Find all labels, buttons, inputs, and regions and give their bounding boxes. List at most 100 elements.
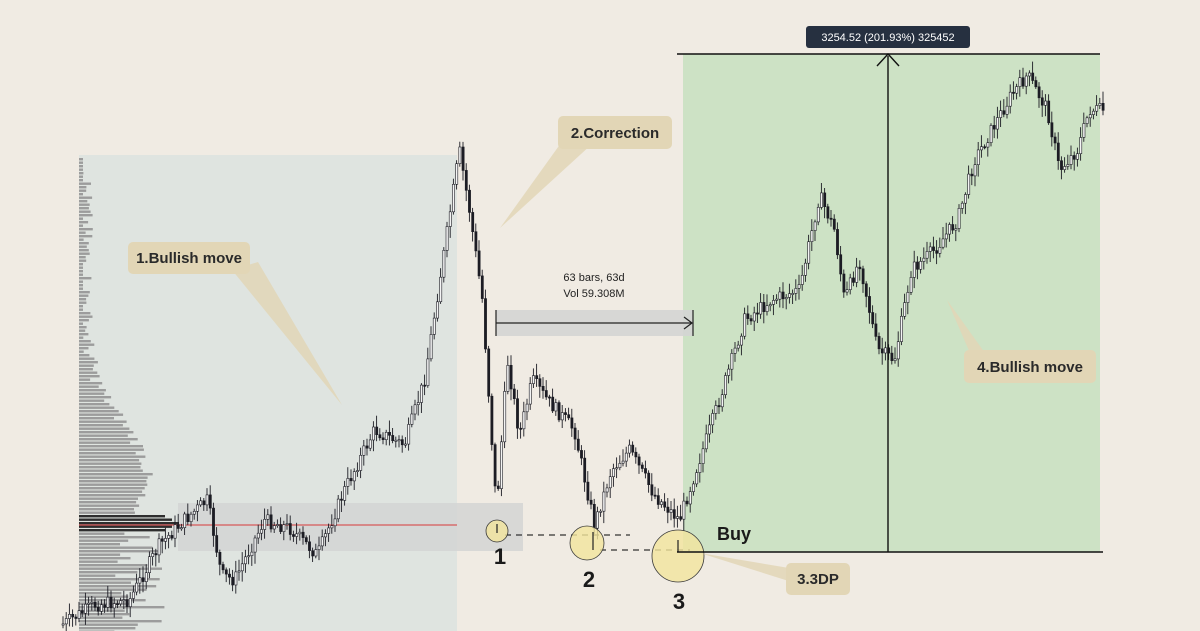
candle-body [1069, 155, 1073, 165]
candle-body [397, 439, 401, 442]
candle-body [800, 274, 804, 285]
candle-body [602, 491, 606, 512]
volume-profile-bar [79, 200, 88, 203]
candle-body [218, 551, 222, 565]
volume-profile-bar [79, 487, 145, 490]
candle-body [586, 481, 590, 501]
candle-body [420, 384, 423, 403]
candle-body [93, 601, 97, 608]
candle-body [548, 396, 551, 399]
candle-body [605, 487, 609, 493]
candle-body [282, 524, 286, 533]
measure-tooltip-text: 3254.52 (201.93%) 325452 [821, 32, 954, 44]
buy-label: Buy [717, 524, 751, 544]
candle-body [80, 610, 84, 614]
candle-body [967, 173, 971, 195]
volume-profile-bar [79, 595, 129, 598]
volume-profile-bar [79, 361, 98, 364]
candle-body [909, 277, 913, 293]
candle-body [567, 414, 571, 419]
volume-profile-bar [79, 214, 93, 217]
volume-profile-bar [79, 326, 87, 329]
candle-body [1088, 114, 1092, 119]
candle-body [695, 472, 699, 485]
volume-profile-bar [79, 210, 91, 213]
volume-profile-bar [79, 602, 132, 605]
candle-body [740, 335, 743, 346]
candle-body [762, 302, 766, 312]
point-3-label: 3 [673, 589, 685, 614]
candle-body [823, 192, 827, 207]
candle-body [304, 537, 308, 543]
volume-profile-bar [79, 511, 135, 514]
bullish-move-4-pointer [947, 300, 985, 353]
volume-profile-bar [79, 392, 105, 395]
volume-profile-bar [79, 525, 172, 528]
volume-profile-bar [79, 266, 83, 269]
volume-profile-bar [79, 567, 162, 570]
candle-body [826, 206, 830, 219]
candle-body [778, 291, 782, 300]
candle-body [1015, 86, 1019, 94]
candle-body [324, 533, 327, 538]
candle-body [199, 500, 203, 506]
volume-profile-bar [79, 308, 83, 311]
candle-body [448, 211, 452, 227]
candle-body [733, 347, 737, 354]
volume-profile-bar [79, 403, 110, 406]
candle-body [327, 527, 331, 534]
candle-body [231, 576, 235, 586]
candle-body [237, 570, 241, 573]
volume-profile-bar [79, 424, 123, 427]
candle-body [1005, 105, 1009, 115]
candle-body [573, 427, 577, 440]
candle-body [279, 524, 283, 532]
volume-profile-bar [79, 588, 147, 591]
volume-profile-bar [79, 518, 172, 521]
volume-profile-bar [79, 571, 138, 574]
volume-profile-bar [79, 473, 153, 476]
candle-body [487, 348, 491, 397]
candle-body [298, 531, 302, 535]
candle-body [260, 529, 263, 534]
candle-body [106, 596, 110, 608]
volume-profile-bar [79, 186, 87, 189]
volume-profile-bar [79, 343, 95, 346]
volume-profile-bar [79, 189, 87, 192]
candle-body [551, 396, 555, 412]
candle-body [951, 224, 955, 231]
candle-body [1021, 77, 1025, 87]
candle-body [893, 358, 897, 361]
volume-profile-bar [79, 245, 87, 248]
volume-profile-bar [79, 434, 128, 437]
volume-profile-bar [79, 175, 83, 178]
candle-body [176, 524, 180, 529]
candle-body [544, 390, 548, 398]
candle-body [583, 457, 587, 483]
volume-profile-bar [79, 476, 148, 479]
candle-body [183, 513, 187, 528]
date-range-arrow-head [683, 316, 693, 330]
volume-profile-bar [79, 504, 140, 507]
volume-profile-bar [79, 228, 93, 231]
volume-profile-bar [79, 158, 83, 161]
candle-body [960, 202, 964, 209]
candle-body [407, 424, 411, 445]
volume-profile-bar [79, 280, 83, 283]
candle-body [1037, 86, 1041, 99]
candle-body [554, 402, 558, 412]
candle-body [148, 556, 151, 574]
candle-body [336, 498, 340, 520]
candle-body [413, 404, 417, 415]
candle-body [989, 125, 993, 143]
candle-body [96, 606, 100, 612]
volume-profile-bar [79, 438, 138, 441]
candle-body [1085, 117, 1089, 124]
candle-body [1034, 80, 1038, 88]
candle-body [986, 142, 990, 148]
candle-body [368, 439, 372, 449]
candle-body [317, 545, 321, 550]
candle-body [663, 501, 667, 508]
candle-body [938, 247, 942, 254]
candle-body [71, 613, 75, 618]
